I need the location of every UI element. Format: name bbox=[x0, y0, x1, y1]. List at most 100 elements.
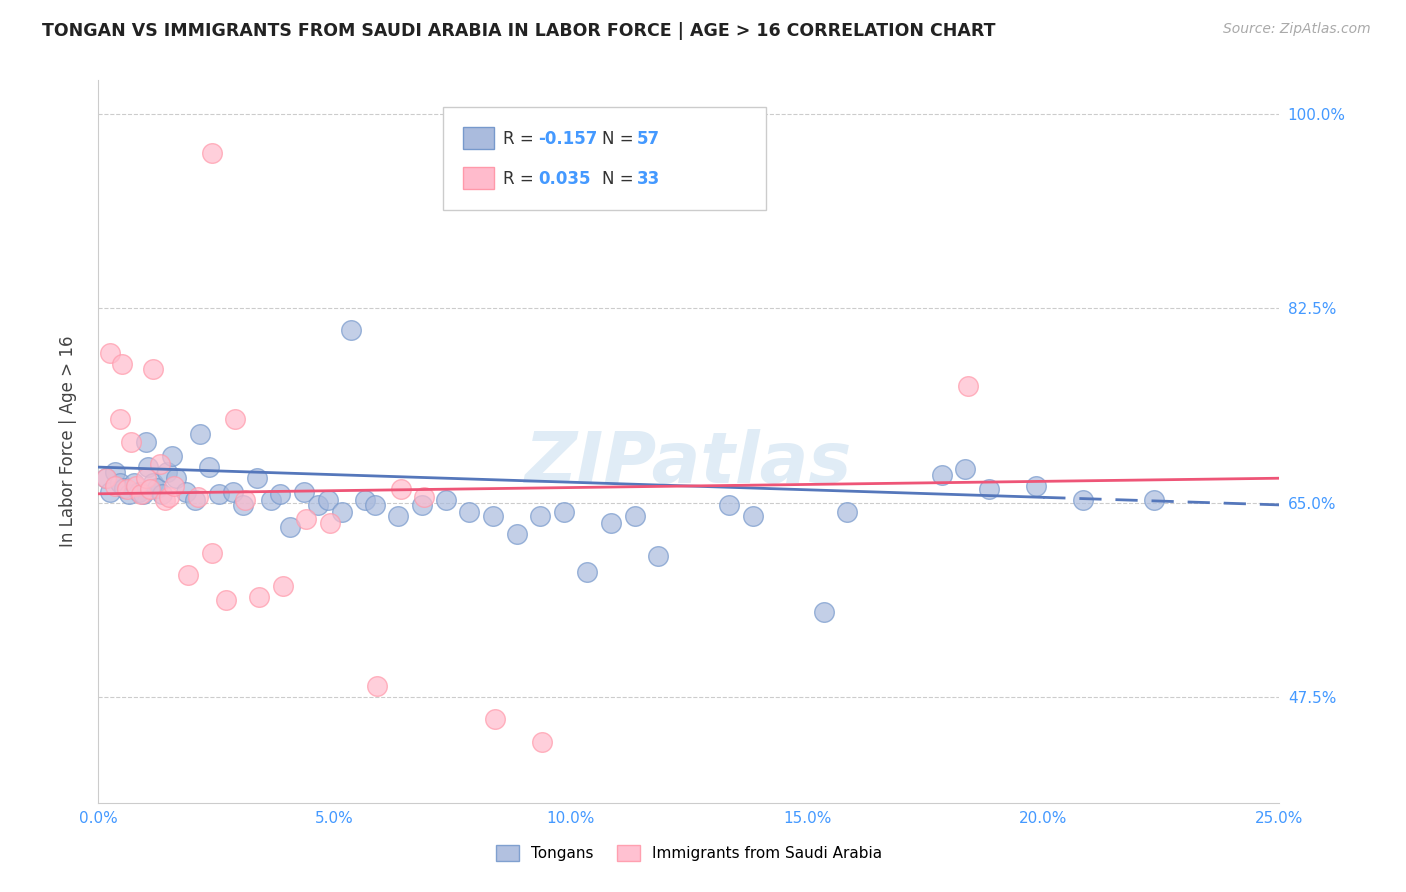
Point bbox=[247, 590, 270, 604]
Text: R =: R = bbox=[503, 170, 540, 188]
Point bbox=[295, 512, 318, 526]
Point bbox=[741, 508, 763, 523]
Point bbox=[121, 434, 143, 449]
Point bbox=[132, 487, 155, 501]
Point bbox=[224, 412, 246, 426]
Text: N =: N = bbox=[602, 170, 638, 188]
Point bbox=[142, 475, 165, 490]
Point bbox=[104, 465, 127, 479]
Point bbox=[458, 505, 481, 519]
Point bbox=[330, 505, 353, 519]
Point bbox=[157, 490, 180, 504]
Point bbox=[174, 484, 197, 499]
Point bbox=[98, 345, 121, 359]
Point bbox=[198, 460, 221, 475]
Point bbox=[135, 434, 157, 449]
Legend: Tongans, Immigrants from Saudi Arabia: Tongans, Immigrants from Saudi Arabia bbox=[489, 839, 889, 867]
Point bbox=[184, 493, 207, 508]
Text: 33: 33 bbox=[637, 170, 661, 188]
Point bbox=[1143, 493, 1166, 508]
Point bbox=[340, 323, 363, 337]
Point bbox=[482, 508, 505, 523]
Text: N =: N = bbox=[602, 130, 638, 148]
Point bbox=[128, 484, 150, 499]
Point bbox=[163, 479, 186, 493]
Point bbox=[177, 568, 200, 582]
Point bbox=[576, 565, 599, 579]
Point bbox=[955, 462, 977, 476]
Point bbox=[434, 493, 457, 508]
Point bbox=[319, 516, 342, 530]
Point bbox=[278, 520, 301, 534]
Point bbox=[1073, 493, 1095, 508]
Point bbox=[165, 471, 187, 485]
Point bbox=[156, 465, 179, 479]
Text: 57: 57 bbox=[637, 130, 659, 148]
Point bbox=[129, 487, 152, 501]
Text: R =: R = bbox=[503, 130, 540, 148]
Point bbox=[260, 493, 283, 508]
Point bbox=[111, 357, 134, 371]
Point bbox=[364, 498, 387, 512]
Point bbox=[187, 490, 209, 504]
Point bbox=[222, 484, 245, 499]
Point bbox=[246, 471, 269, 485]
Point bbox=[94, 471, 117, 485]
Point bbox=[718, 498, 741, 512]
Point bbox=[813, 605, 835, 619]
Point bbox=[354, 493, 377, 508]
Point bbox=[115, 483, 138, 497]
Point bbox=[837, 505, 859, 519]
Point bbox=[118, 487, 141, 501]
Point bbox=[160, 449, 183, 463]
Point bbox=[146, 481, 169, 495]
Point bbox=[505, 526, 527, 541]
Point bbox=[484, 713, 506, 727]
Point bbox=[600, 516, 623, 530]
Point bbox=[104, 479, 127, 493]
Point bbox=[201, 145, 224, 160]
Point bbox=[1025, 479, 1047, 493]
Point bbox=[411, 498, 433, 512]
Point bbox=[269, 487, 291, 501]
Point bbox=[215, 593, 238, 607]
Point bbox=[623, 508, 645, 523]
Text: Source: ZipAtlas.com: Source: ZipAtlas.com bbox=[1223, 22, 1371, 37]
Point bbox=[108, 475, 131, 490]
Point bbox=[271, 579, 294, 593]
Point bbox=[307, 498, 329, 512]
Point bbox=[149, 457, 172, 471]
Point bbox=[125, 479, 148, 493]
Point bbox=[233, 493, 256, 508]
Point bbox=[150, 487, 173, 501]
Point bbox=[231, 498, 253, 512]
Point bbox=[208, 487, 231, 501]
Point bbox=[413, 490, 436, 504]
Text: -0.157: -0.157 bbox=[538, 130, 598, 148]
Text: 0.035: 0.035 bbox=[538, 170, 591, 188]
Point bbox=[956, 379, 979, 393]
Point bbox=[142, 362, 165, 376]
Point bbox=[316, 493, 339, 508]
Point bbox=[112, 481, 135, 495]
Point bbox=[108, 412, 131, 426]
Point bbox=[139, 483, 162, 497]
Point bbox=[387, 508, 409, 523]
Point bbox=[153, 493, 176, 508]
Point bbox=[529, 508, 551, 523]
Point bbox=[553, 505, 575, 519]
Point bbox=[135, 471, 157, 485]
Y-axis label: In Labor Force | Age > 16: In Labor Force | Age > 16 bbox=[59, 335, 77, 548]
Point bbox=[366, 679, 388, 693]
Point bbox=[136, 460, 159, 475]
Point bbox=[94, 471, 117, 485]
Point bbox=[977, 483, 1000, 497]
Point bbox=[531, 734, 554, 748]
Point bbox=[647, 549, 669, 563]
Text: ZIPatlas: ZIPatlas bbox=[526, 429, 852, 498]
Point bbox=[98, 484, 121, 499]
Point bbox=[292, 484, 315, 499]
Point bbox=[931, 467, 953, 482]
Point bbox=[122, 475, 145, 490]
Point bbox=[188, 426, 211, 441]
